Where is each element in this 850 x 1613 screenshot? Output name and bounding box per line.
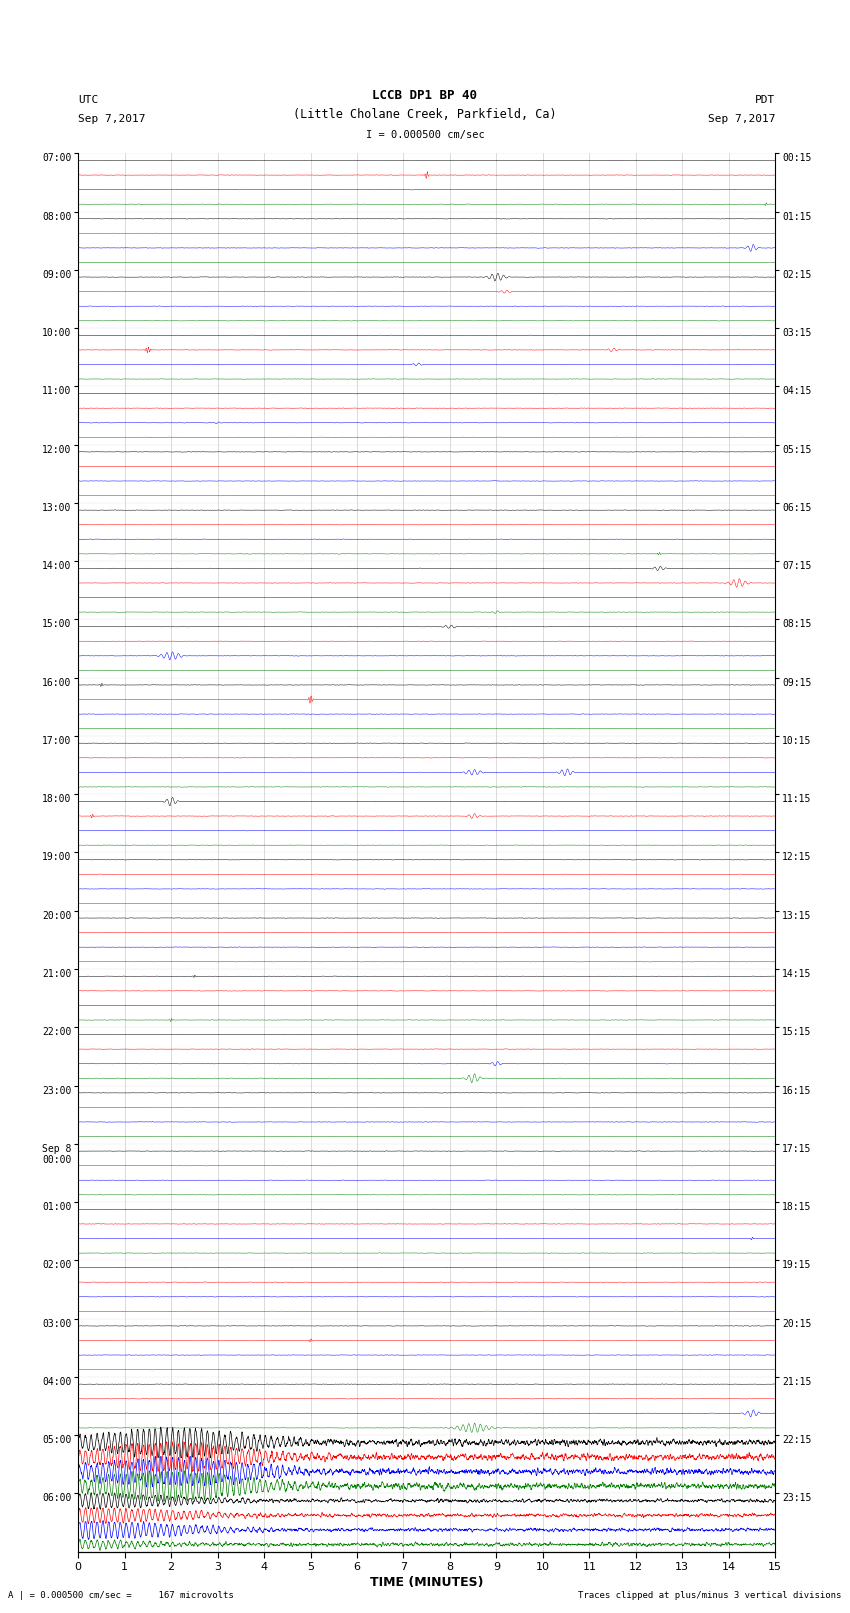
X-axis label: TIME (MINUTES): TIME (MINUTES): [370, 1576, 484, 1589]
Text: A | = 0.000500 cm/sec =     167 microvolts: A | = 0.000500 cm/sec = 167 microvolts: [8, 1590, 235, 1600]
Text: I = 0.000500 cm/sec: I = 0.000500 cm/sec: [366, 131, 484, 140]
Text: Sep 7,2017: Sep 7,2017: [708, 115, 775, 124]
Text: LCCB DP1 BP 40: LCCB DP1 BP 40: [372, 89, 478, 102]
Text: (Little Cholane Creek, Parkfield, Ca): (Little Cholane Creek, Parkfield, Ca): [293, 108, 557, 121]
Text: Sep 7,2017: Sep 7,2017: [78, 115, 145, 124]
Text: PDT: PDT: [755, 95, 775, 105]
Text: UTC: UTC: [78, 95, 99, 105]
Text: Traces clipped at plus/minus 3 vertical divisions: Traces clipped at plus/minus 3 vertical …: [578, 1590, 842, 1600]
